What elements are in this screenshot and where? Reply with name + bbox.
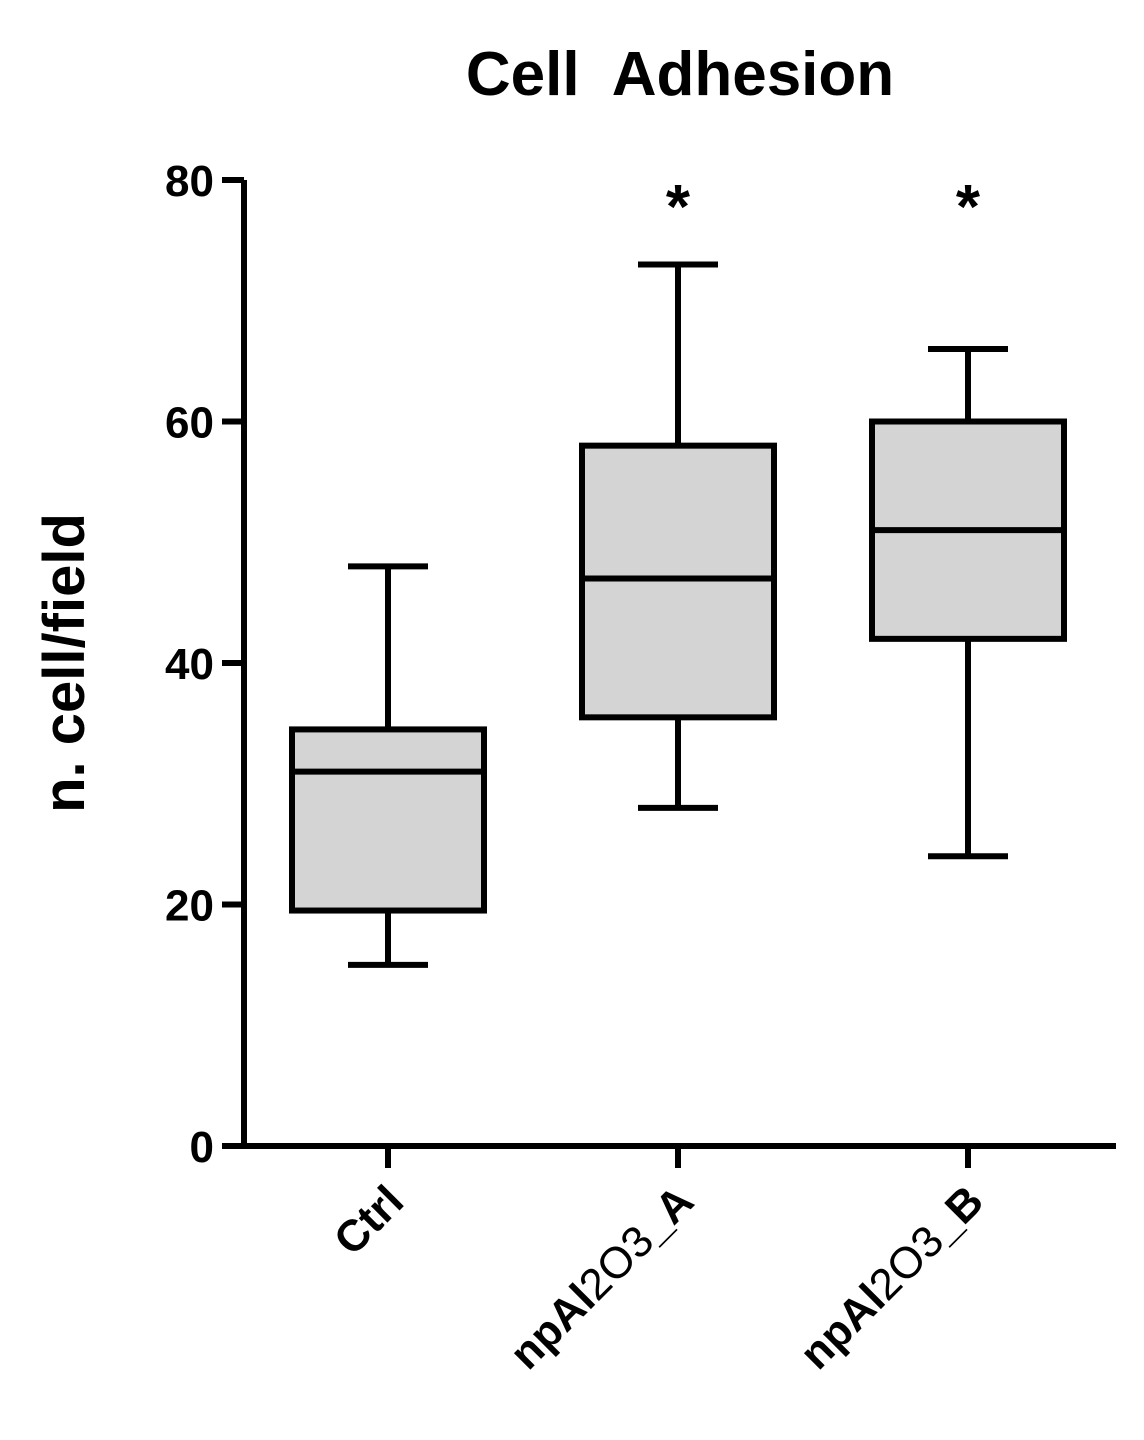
- box-1: [289, 563, 487, 968]
- box-3: *: [869, 173, 1067, 860]
- x-category-label-1: Ctrl: [325, 1176, 413, 1264]
- axes: 0 20 40 60 80 Ctrl npAl2O3_A npAl2O3_B: [165, 157, 1116, 1379]
- boxes-group: * *: [289, 173, 1067, 968]
- iqr-box: [289, 726, 487, 914]
- x-category-label-2: npAl2O3_A: [501, 1176, 703, 1378]
- x-category-label-3: npAl2O3_B: [791, 1176, 993, 1378]
- y-tick-label-0: 0: [190, 1123, 214, 1172]
- y-tick-label-60: 60: [165, 399, 214, 448]
- box-2: *: [579, 173, 777, 811]
- y-tick-label-80: 80: [165, 157, 214, 206]
- chart-title: Cell Adhesion: [466, 40, 894, 109]
- y-tick-label-40: 40: [165, 640, 214, 689]
- y-axis-label: n. cell/field: [32, 513, 97, 813]
- y-tick-label-20: 20: [165, 882, 214, 931]
- significance-marker: *: [666, 173, 691, 242]
- category-label-prefix: Ctrl: [325, 1176, 413, 1264]
- iqr-box: [579, 442, 777, 721]
- significance-marker: *: [956, 173, 981, 242]
